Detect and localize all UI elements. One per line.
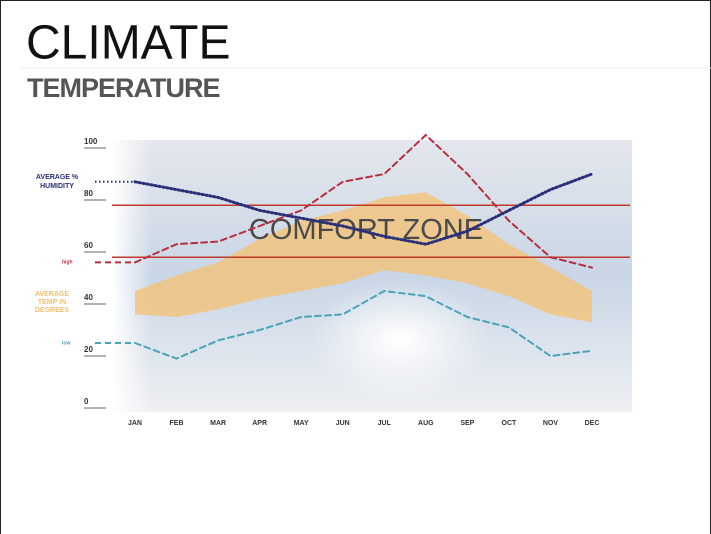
series-line bbox=[134, 133, 593, 269]
x-tick-label: JUN bbox=[336, 420, 350, 427]
series-label: AVERAGE % bbox=[36, 174, 79, 181]
band-label: DEGREES bbox=[35, 307, 70, 314]
y-tick-label: 80 bbox=[84, 189, 93, 198]
x-tick-label: SEP bbox=[460, 420, 474, 427]
x-tick-label: MAR bbox=[210, 420, 226, 427]
x-tick-label: FEB bbox=[170, 420, 184, 427]
series-line bbox=[133, 172, 594, 246]
band-label: AVERAGE bbox=[35, 291, 69, 298]
y-tick-label: 20 bbox=[84, 345, 93, 354]
x-tick-label: APR bbox=[252, 420, 267, 427]
comfort-label: COMFORT ZONE bbox=[249, 214, 483, 246]
band-label: TEMP IN bbox=[38, 299, 66, 306]
subtitle: TEMPERATURE bbox=[27, 73, 220, 103]
x-tick-label: JUL bbox=[378, 420, 392, 427]
y-tick-label: 40 bbox=[84, 293, 93, 302]
x-tick-label: OCT bbox=[502, 420, 518, 427]
series-line bbox=[134, 289, 593, 360]
y-tick-label: 0 bbox=[84, 397, 89, 406]
title: CLIMATE bbox=[26, 17, 230, 70]
y-tick-label: 100 bbox=[84, 137, 98, 146]
fade bbox=[112, 140, 152, 412]
x-tick-label: AUG bbox=[418, 420, 434, 427]
x-tick-label: DEC bbox=[585, 420, 600, 427]
series-label: high bbox=[62, 260, 73, 266]
series-label: low bbox=[62, 340, 70, 346]
sun bbox=[310, 280, 490, 400]
x-tick-label: JAN bbox=[128, 420, 142, 427]
y-tick-label: 60 bbox=[84, 241, 93, 250]
x-tick-label: NOV bbox=[543, 420, 559, 427]
series-label: HUMIDITY bbox=[40, 183, 74, 190]
x-tick-label: MAY bbox=[294, 420, 309, 427]
